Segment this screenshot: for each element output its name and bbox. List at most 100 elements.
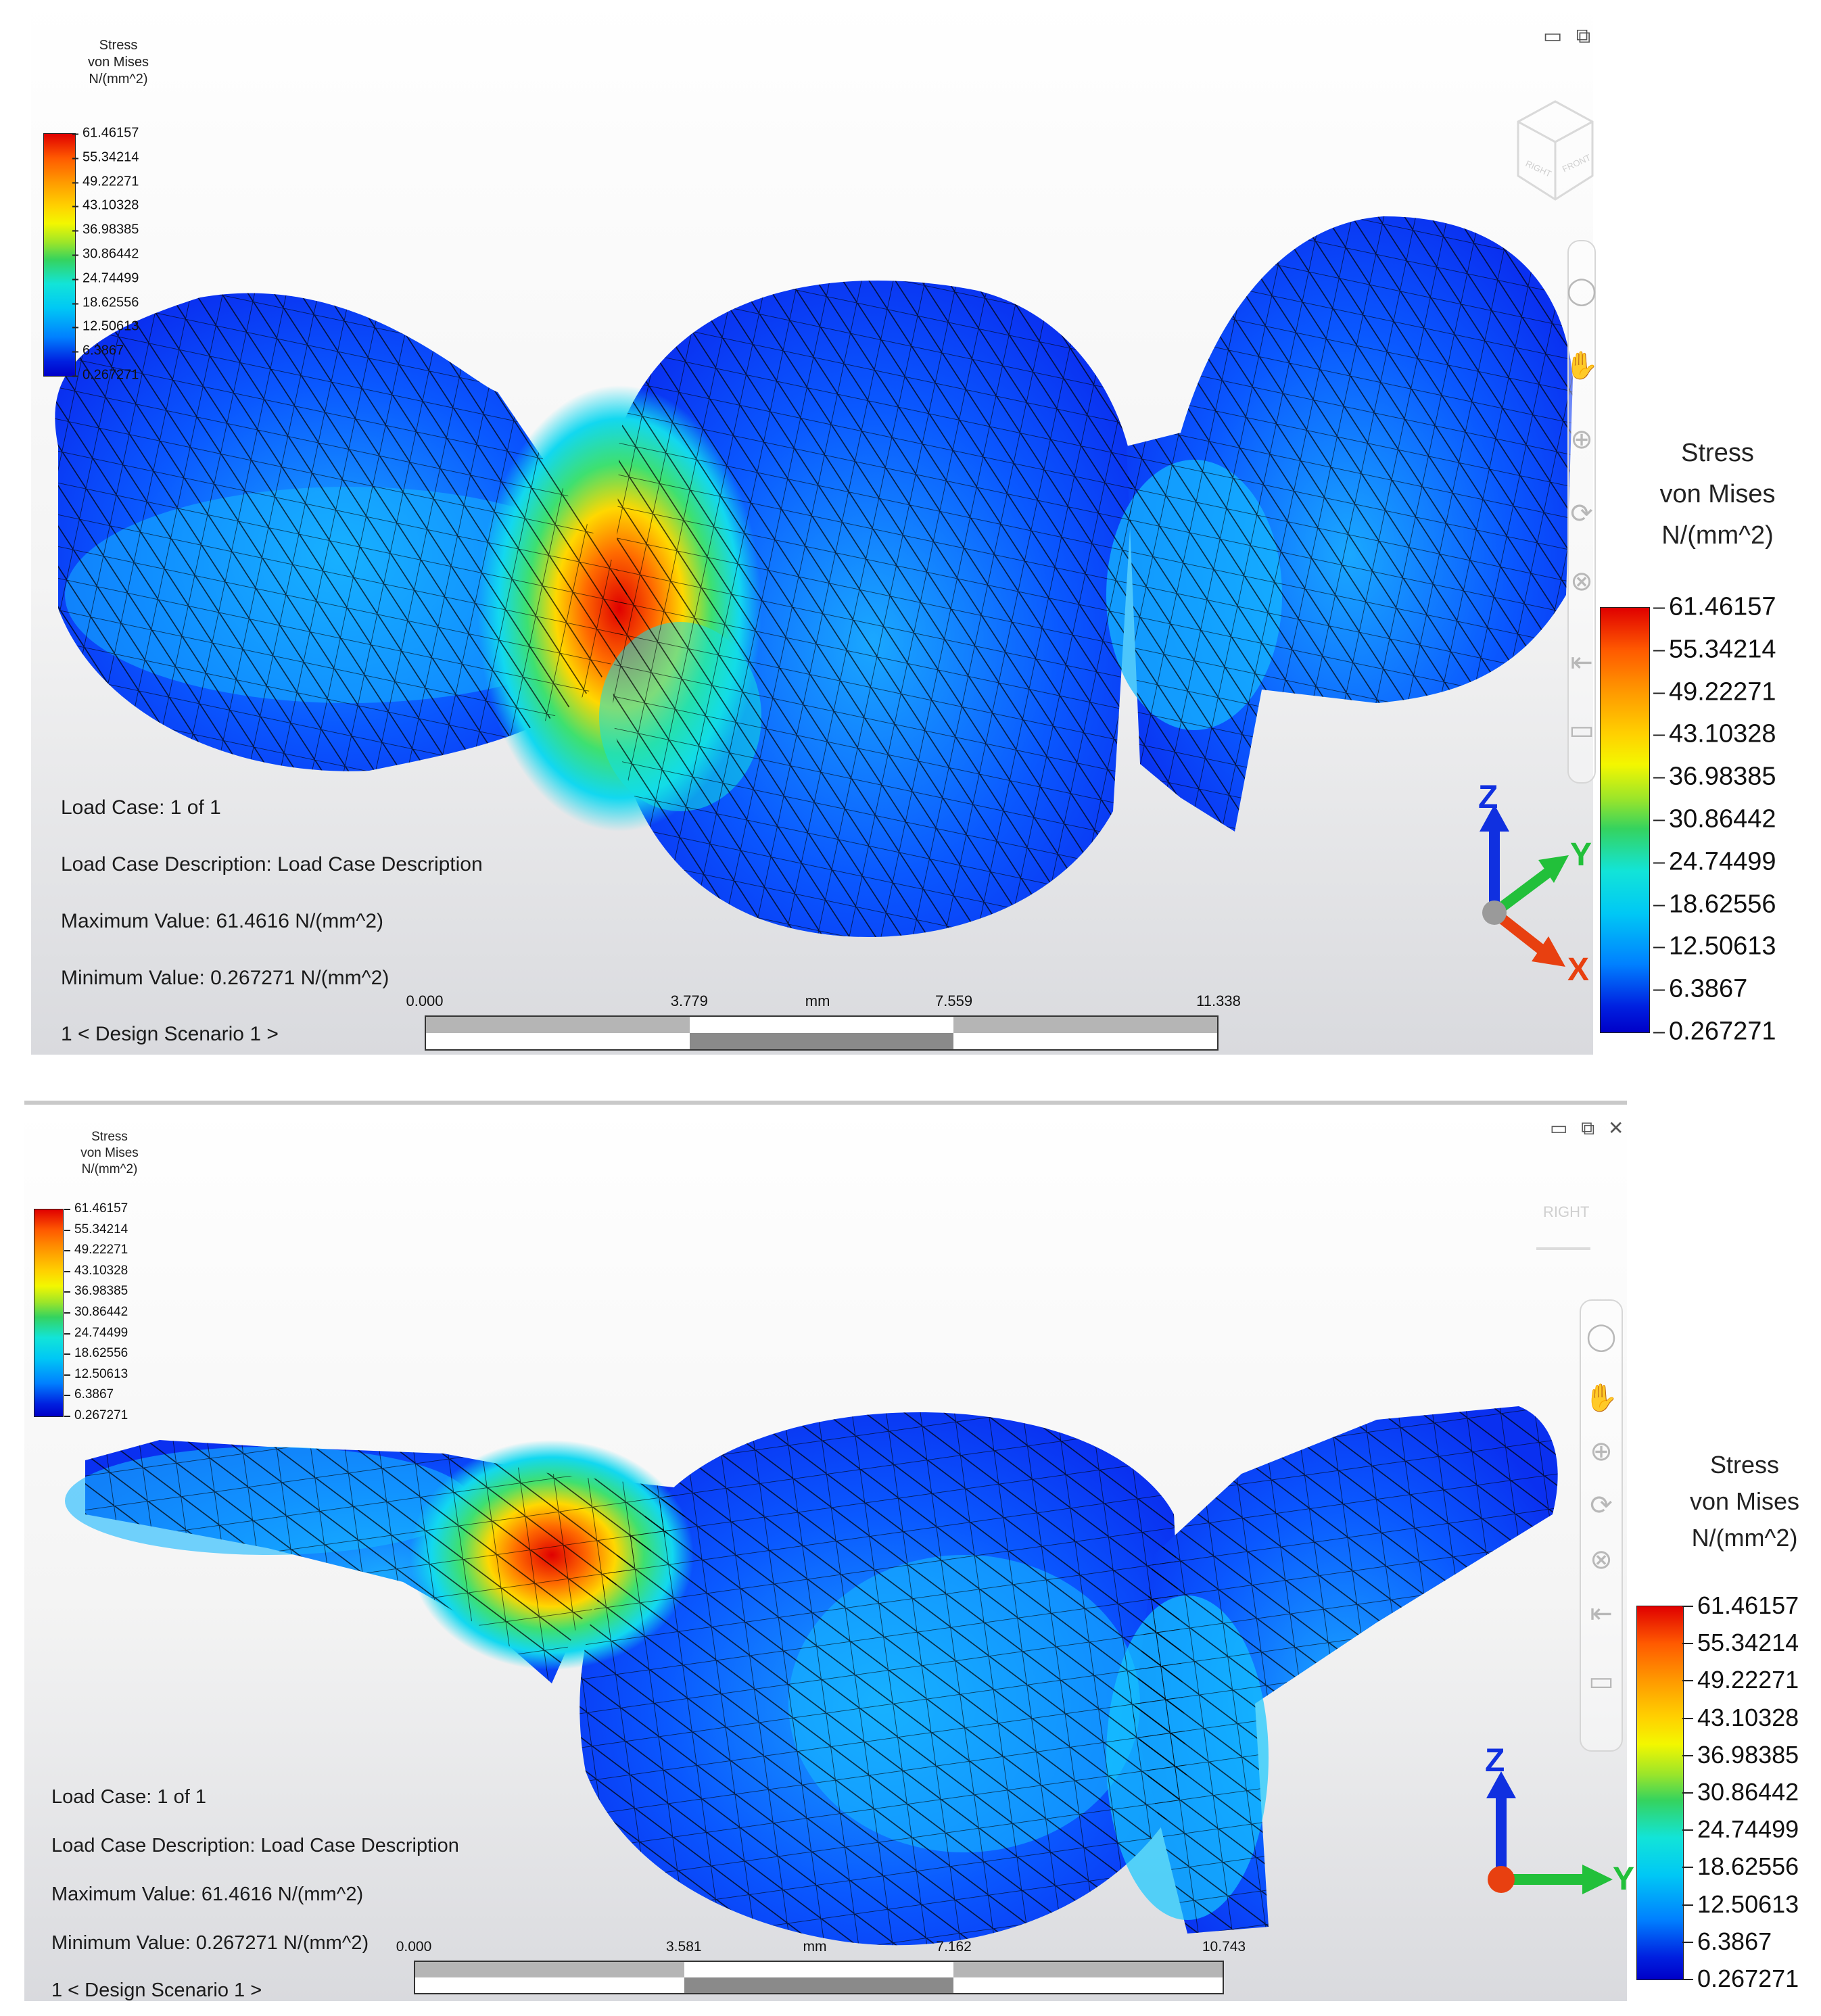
axis-triad-1: Z Y X <box>1478 779 1592 988</box>
view-frame-icon[interactable]: ▭ <box>1569 715 1594 745</box>
scale-tick: 0.000 <box>406 992 444 1009</box>
legend-value: 36.98385 <box>1653 762 1776 791</box>
legend-value: 55.34214 <box>64 1222 128 1237</box>
legend-value: 43.10328 <box>1653 719 1776 748</box>
look-at-icon[interactable]: ⊗ <box>1590 1545 1613 1575</box>
legend-value: 24.74499 <box>1653 847 1776 876</box>
minimize-icon[interactable]: ▭ <box>1543 25 1563 47</box>
zoom-icon[interactable]: ⊕ <box>1590 1437 1613 1466</box>
scale-tick: 11.338 <box>1196 992 1241 1009</box>
legend-large-title: Stress von Mises N/(mm^2) <box>1650 433 1785 556</box>
legend-small-title: Stress von Mises N/(mm^2) <box>74 37 162 88</box>
orbit-icon[interactable]: ⟳ <box>1590 1491 1613 1520</box>
legend-value: 49.22271 <box>72 174 139 189</box>
restore-icon[interactable]: ⧉ <box>1581 1118 1595 1138</box>
pan-icon[interactable]: ✋ <box>1584 1383 1618 1413</box>
mesh-body-1 <box>55 216 1573 938</box>
restore-icon[interactable]: ⧉ <box>1576 25 1591 47</box>
legend-small-colorbar <box>43 133 76 377</box>
scale-track <box>414 1961 1224 1994</box>
view-cube-face-front: FRONT <box>1561 152 1592 174</box>
design-scenario-selector[interactable]: 1 < Design Scenario 1 > <box>61 1023 279 1045</box>
zoom-extents-icon[interactable]: ⇤ <box>1570 648 1593 677</box>
legend-value: 0.267271 <box>1682 1965 1799 1992</box>
axis-z-label: Z <box>1485 1743 1505 1779</box>
legend-title-line: von Mises <box>1659 479 1776 508</box>
legend-value: 6.3867 <box>1653 974 1748 1003</box>
scale-unit: mm <box>803 1939 827 1954</box>
scale-bar-1: 0.000 3.779 mm 7.559 11.338 <box>406 992 1241 1053</box>
legend-value: 43.10328 <box>72 197 139 213</box>
legend-value: 49.22271 <box>64 1243 128 1257</box>
zoom-extents-icon[interactable]: ⇤ <box>1590 1599 1613 1629</box>
minimize-icon[interactable]: ▭ <box>1550 1118 1568 1138</box>
result-panel-1: Stress von Mises N/(mm^2) 61.46157 55.34… <box>31 0 1785 1055</box>
navigation-bar-1[interactable]: ◯ ✋ ⊕ ⟳ ⊗ ⇤ ▭ <box>1565 240 1599 784</box>
legend-value: 12.50613 <box>64 1367 128 1381</box>
scale-tick: 3.779 <box>670 992 708 1009</box>
legend-value: 0.267271 <box>1653 1017 1776 1046</box>
design-scenario-selector[interactable]: 1 < Design Scenario 1 > <box>51 1979 262 2001</box>
view-frame-icon[interactable]: ▭ <box>1588 1666 1614 1696</box>
close-icon[interactable]: ✕ <box>1608 1118 1624 1138</box>
scale-unit: mm <box>805 992 830 1009</box>
legend-value: 18.62556 <box>64 1346 128 1360</box>
axis-y-label: Y <box>1613 1861 1634 1897</box>
legend-title-line: N/(mm^2) <box>1691 1524 1798 1552</box>
legend-value: 6.3867 <box>64 1387 114 1401</box>
legend-small-colorbar <box>34 1209 64 1417</box>
scale-tick: 0.000 <box>396 1939 432 1954</box>
legend-value: 24.74499 <box>1682 1815 1799 1843</box>
stress-mesh-model-2[interactable] <box>24 1109 1627 2001</box>
scale-bar-2: 0.000 3.581 mm 7.162 10.743 <box>396 1939 1246 2000</box>
mesh-body-2 <box>65 1406 1558 1946</box>
legend-title-line: von Mises <box>87 55 149 70</box>
legend-value: 6.3867 <box>72 343 124 358</box>
scale-tick: 10.743 <box>1202 1939 1246 1954</box>
result-panel-2: Stress von Mises N/(mm^2) 61.46157 55.34… <box>0 1109 1821 2016</box>
legend-title-line: Stress <box>91 1130 128 1144</box>
navigation-bar-2[interactable]: ◯ ✋ ⊕ ⟳ ⊗ ⇤ ▭ <box>1580 1299 1623 1752</box>
window-controls-2: ▭ ⧉ ✕ <box>1542 1117 1624 1140</box>
legend-value: 0.267271 <box>72 367 139 383</box>
legend-title-line: von Mises <box>80 1145 139 1160</box>
pan-icon[interactable]: ✋ <box>1565 351 1599 381</box>
legend-value: 61.46157 <box>1653 592 1776 621</box>
legend-title-line: Stress <box>1681 439 1754 467</box>
maximum-value-label: Maximum Value: 61.4616 N/(mm^2) <box>61 910 384 932</box>
legend-value: 12.50613 <box>72 318 139 334</box>
look-at-icon[interactable]: ⊗ <box>1570 567 1593 596</box>
legend-value: 49.22271 <box>1682 1666 1799 1694</box>
minimum-value-label: Minimum Value: 0.267271 N/(mm^2) <box>61 967 389 989</box>
axis-z-label: Z <box>1478 779 1498 815</box>
stress-mesh-model-1[interactable] <box>31 0 1593 1055</box>
legend-title-line: N/(mm^2) <box>81 1161 138 1176</box>
legend-value: 43.10328 <box>64 1264 128 1278</box>
legend-value: 49.22271 <box>1653 677 1776 706</box>
legend-value: 36.98385 <box>64 1284 128 1298</box>
scale-tick: 7.559 <box>935 992 973 1009</box>
load-case-description-label: Load Case Description: Load Case Descrip… <box>61 853 483 875</box>
legend-title-line: von Mises <box>1689 1487 1800 1515</box>
legend-large-title: Stress von Mises N/(mm^2) <box>1677 1447 1812 1556</box>
legend-value: 24.74499 <box>72 270 139 286</box>
legend-title-line: N/(mm^2) <box>89 72 148 87</box>
load-case-description-label: Load Case Description: Load Case Descrip… <box>51 1835 459 1856</box>
legend-value: 61.46157 <box>1682 1591 1799 1619</box>
scale-tick: 7.162 <box>936 1939 972 1954</box>
orbit-icon[interactable]: ⟳ <box>1570 499 1593 529</box>
scale-tick: 3.581 <box>666 1939 702 1954</box>
view-cube-icon[interactable]: RIGHT FRONT <box>1511 81 1599 210</box>
legend-value: 55.34214 <box>1653 635 1776 664</box>
legend-value: 30.86442 <box>72 246 139 262</box>
legend-value: 18.62556 <box>1653 890 1776 919</box>
full-navigation-wheel-icon[interactable]: ◯ <box>1586 1322 1617 1351</box>
window-controls-1: ▭ ⧉ <box>1535 24 1590 48</box>
view-cube-label[interactable]: RIGHT <box>1543 1203 1590 1220</box>
legend-value: 18.62556 <box>72 295 139 310</box>
view-cube-face-right: RIGHT <box>1524 158 1553 179</box>
zoom-icon[interactable]: ⊕ <box>1570 425 1593 454</box>
full-navigation-wheel-icon[interactable]: ◯ <box>1566 276 1597 306</box>
legend-value: 43.10328 <box>1682 1704 1799 1731</box>
panel-divider <box>24 1101 1627 1105</box>
